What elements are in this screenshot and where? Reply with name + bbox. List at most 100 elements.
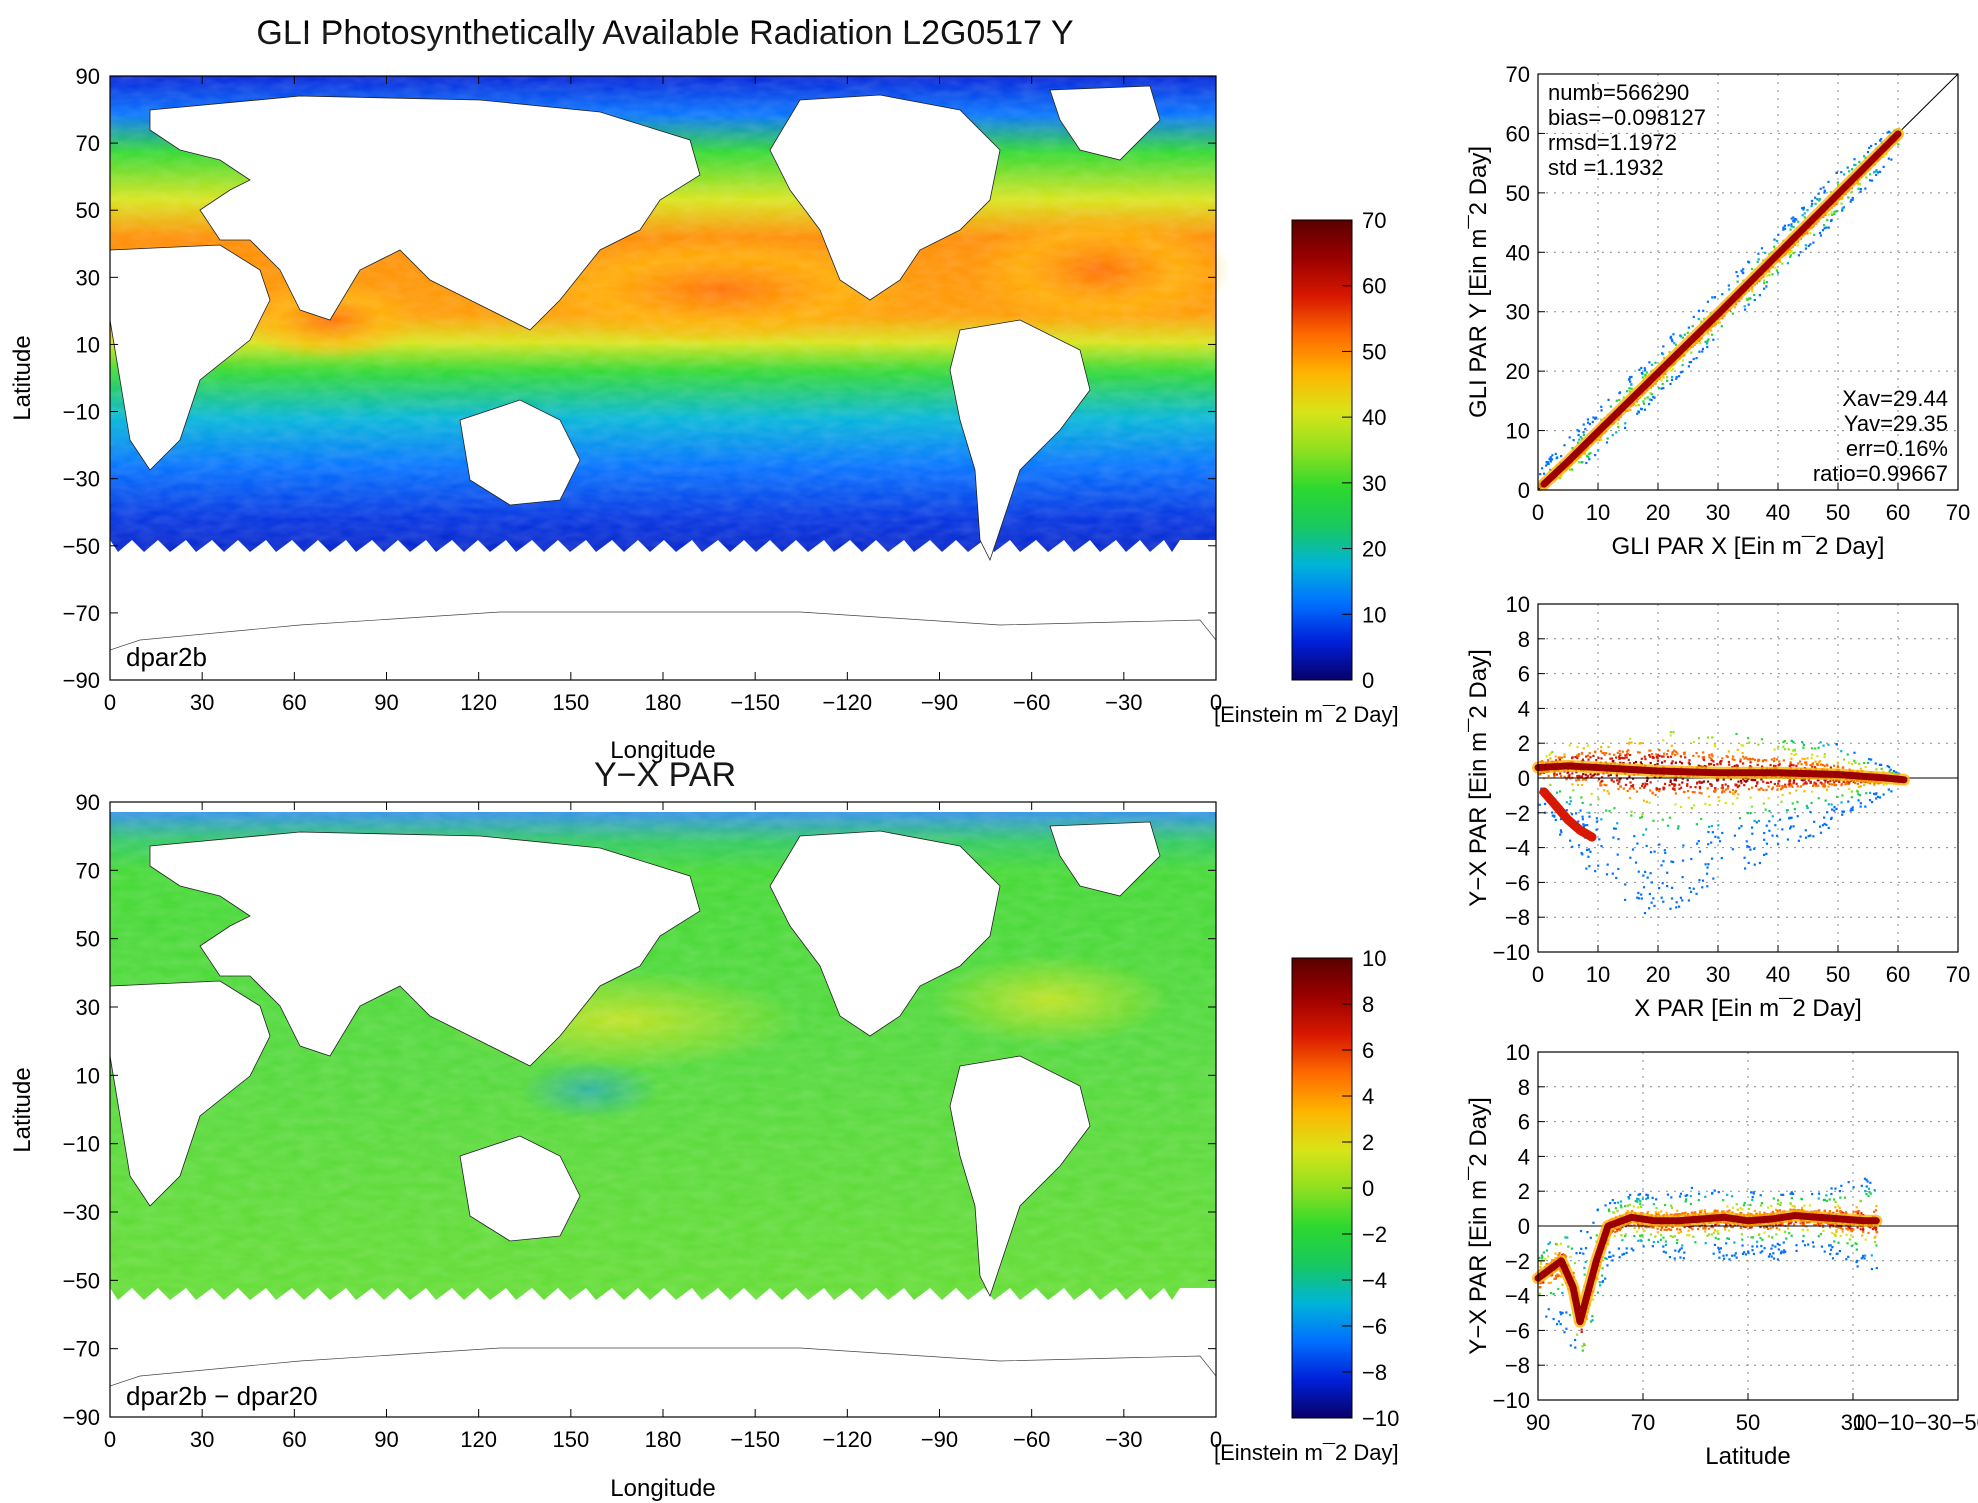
scatter-point [1856,782,1859,785]
scatter-point [1600,418,1603,421]
scatter-point [1675,906,1678,909]
scatter-point [1644,782,1647,785]
scatter-point [1859,802,1862,805]
scatter-point [1792,764,1795,767]
scatter-point [1838,1206,1841,1210]
scatter-point [1713,1243,1716,1246]
scatter-point [1560,756,1563,759]
scatter-point [1548,457,1551,460]
scatter-point [1590,776,1593,779]
scatter-point [1779,788,1783,791]
scatter-point [1636,1200,1639,1203]
scatter-point [1811,202,1814,205]
colorbar-tick-label: 2 [1362,1130,1374,1155]
scatter-point [1801,214,1804,217]
scatter-point [1582,823,1585,826]
scatter-point [1605,441,1609,444]
scatter-point [1688,887,1691,890]
scatter-point [1750,805,1754,808]
scatter-point [1619,1200,1623,1203]
scatter-point [1675,901,1678,904]
scatter-point [1545,460,1548,464]
scatter-point [1739,758,1742,761]
scatter-point [1542,1251,1546,1254]
scatter-point [1874,1228,1878,1231]
scatter-point [1563,755,1566,758]
scatter-point [1649,761,1652,765]
scatter-point [1765,842,1769,845]
lon-tick-label: 0 [104,690,116,715]
scatter-point [1857,183,1860,186]
scatter-point [1649,789,1652,792]
scatter-point [1585,461,1588,465]
scatter-point [1554,818,1557,822]
scatter-point [1595,828,1598,831]
scatter-point [1787,748,1790,751]
scatter-point [1866,761,1870,765]
scatter-point [1795,789,1798,792]
scatter-point [1615,756,1618,759]
scatter-point [1624,898,1627,901]
scatter-point [1772,759,1776,763]
scatter-point [1599,782,1602,785]
scatter-point [1565,1327,1568,1330]
scatter-point [1642,886,1646,889]
scatter-point [1629,380,1632,383]
scatter-point [1810,747,1814,750]
scatter-point [1639,1200,1642,1203]
y-tick-label: −10 [1493,1388,1530,1413]
scatter-point [1589,850,1592,853]
scatter-point [1594,750,1597,753]
scatter-point [1892,770,1896,773]
scatter-point [1792,220,1795,223]
scatter-point [1846,780,1849,784]
scatter-point [1804,829,1807,832]
scatter-point [1861,1234,1864,1237]
scatter-point [1682,844,1685,847]
scatter-point [1721,786,1724,789]
scatter-point [1600,776,1604,779]
scatter-point [1698,1192,1701,1195]
scatter-point [1600,745,1603,749]
scatter-point [1583,452,1587,455]
scatter-point [1704,863,1707,866]
map-bottom-lon-ticks: 0 30 60 90 120 150 180 −150 −120 −90 −60 −30 0 [104,802,1222,1452]
scatter-point [1875,173,1878,177]
scatter-point [1608,1255,1611,1259]
scatter-point [1736,275,1739,278]
scatter-point [1545,1315,1548,1318]
scatter-point [1611,872,1614,875]
scatter-point [1778,784,1781,787]
scatter-point [1640,897,1643,900]
scatter-point [1743,305,1746,308]
scatter-point [1801,207,1804,210]
map-bottom: 0 30 60 90 120 150 180 −150 −120 −90 −60 −30 0 90705… [9,790,1222,1502]
scatter-point [1769,1227,1772,1230]
scatter-point [1582,431,1585,434]
stat-text: numb=566290 [1548,80,1689,105]
scatter-point [1726,787,1729,790]
scatter-point [1540,467,1544,470]
scatter-point [1626,752,1630,755]
scatter-point [1835,1209,1839,1213]
scatter-point [1714,1223,1717,1226]
scatter-point [1878,796,1882,799]
scatter-point [1652,819,1655,822]
scatter-point [1743,779,1746,783]
scatter-point [1561,1283,1564,1286]
scatter-point [1846,782,1849,785]
scatter-point [1878,139,1882,142]
scatter-point [1578,438,1581,441]
scatter-point [1629,781,1632,784]
scatter-point [1612,1254,1615,1257]
scatter-point [1577,753,1580,756]
scatter-point [1818,1209,1821,1212]
scatter-point [1633,1234,1636,1238]
scatter-point [1670,338,1673,341]
scatter-point [1833,1233,1836,1236]
scatter-point [1830,211,1833,214]
scatter-point [1668,1256,1672,1259]
scatter-point [1858,160,1861,164]
scatter-point [1683,333,1686,336]
